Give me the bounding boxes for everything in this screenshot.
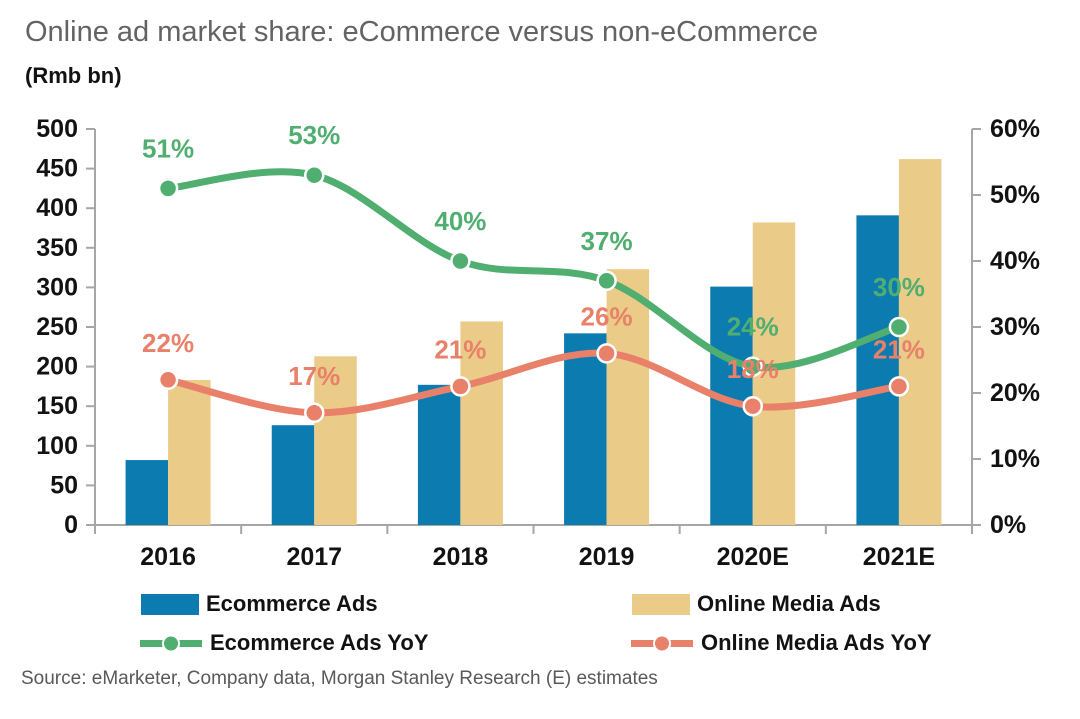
bar-ecommerce-ads-2017 xyxy=(271,425,315,525)
data-label-ecommerce-ads-yoy-2019: 37% xyxy=(581,226,633,256)
bar-ecommerce-ads-2021e xyxy=(856,215,899,525)
right-axis-tick-label: 40% xyxy=(990,247,1040,275)
left-axis-tick-label: 0 xyxy=(64,511,78,539)
x-axis-category-label: 2020E xyxy=(717,543,789,571)
marker-online-media-ads-yoy-2017 xyxy=(304,402,325,424)
left-axis-tick-label: 100 xyxy=(36,432,78,460)
data-label-online-media-ads-yoy-2017: 17% xyxy=(288,361,340,391)
marker-ecommerce-ads-yoy-2020e xyxy=(742,356,763,377)
right-axis-tick-label: 60% xyxy=(990,115,1040,143)
line-online-media-ads-yoy xyxy=(164,349,903,417)
data-label-ecommerce-ads-yoy-2021e: 30% xyxy=(873,272,925,302)
online-media-ads-swatch-icon xyxy=(632,593,690,615)
legend-label-online-media-ads-yoy: Online Media Ads YoY xyxy=(701,630,932,655)
marker-online-media-ads-yoy-2019 xyxy=(596,343,617,364)
left-axis-tick-label: 400 xyxy=(36,194,78,222)
right-axis-tick-label: 20% xyxy=(990,379,1040,407)
legend-label-online-media-ads: Online Media Ads xyxy=(697,591,881,616)
marker-online-media-ads-yoy-2021e xyxy=(888,376,910,397)
marker-ecommerce-ads-yoy-2021e xyxy=(888,316,910,338)
marker-online-media-ads-yoy-2016 xyxy=(157,369,179,391)
bar-online-media-ads-2017 xyxy=(314,356,357,525)
bar-online-media-ads-2018 xyxy=(460,321,503,525)
marker-online-media-ads-yoy-2020e xyxy=(742,395,763,417)
left-axis-tick-label: 500 xyxy=(36,115,78,143)
line-ecommerce-ads-yoy xyxy=(164,168,903,372)
right-axis-tick-label: 0% xyxy=(990,511,1026,539)
legend-item-online-media-ads-yoy: Online Media Ads YoY xyxy=(630,630,932,656)
left-axis-tick-label: 200 xyxy=(36,353,78,381)
bar-ecommerce-ads-2019 xyxy=(564,333,607,525)
left-axis-tick-label: 450 xyxy=(36,155,78,183)
marker-ecommerce-ads-yoy-2018 xyxy=(450,250,471,272)
legend-item-online-media-ads: Online Media Ads xyxy=(632,591,881,617)
x-axis-category-label: 2016 xyxy=(140,543,196,571)
left-axis-tick-label: 50 xyxy=(50,471,78,499)
ecommerce-ads-swatch-icon xyxy=(141,593,199,615)
source-note: Source: eMarketer, Company data, Morgan … xyxy=(21,668,658,689)
left-axis-tick-label: 350 xyxy=(36,234,78,262)
data-label-online-media-ads-yoy-2018: 21% xyxy=(434,334,486,364)
left-axis-tick-label: 150 xyxy=(36,392,78,420)
x-axis-category-label: 2017 xyxy=(286,543,342,571)
x-axis-category-label: 2019 xyxy=(579,543,635,571)
bar-online-media-ads-2016 xyxy=(168,380,211,525)
legend-item-ecommerce-ads: Ecommerce Ads xyxy=(141,591,378,617)
bar-ecommerce-ads-2016 xyxy=(125,460,169,525)
data-label-online-media-ads-yoy-2021e: 21% xyxy=(873,334,925,364)
legend-label-ecommerce-ads-yoy: Ecommerce Ads YoY xyxy=(210,630,429,655)
data-label-ecommerce-ads-yoy-2018: 40% xyxy=(434,206,486,236)
left-axis-tick-label: 300 xyxy=(36,273,78,301)
right-axis-tick-label: 50% xyxy=(990,181,1040,209)
data-label-online-media-ads-yoy-2016: 22% xyxy=(142,328,194,358)
data-label-online-media-ads-yoy-2020e: 18% xyxy=(727,354,779,384)
combo-bar-line-chart: 0 50 100 150 200 250 300 350 400 450 500 0% 10% 20% 30… xyxy=(36,115,1040,571)
right-axis-tick-label: 10% xyxy=(990,445,1040,473)
marker-ecommerce-ads-yoy-2019 xyxy=(596,270,617,292)
data-label-online-media-ads-yoy-2019: 26% xyxy=(581,301,633,331)
x-axis-category-label: 2018 xyxy=(433,543,489,571)
legend-label-ecommerce-ads: Ecommerce Ads xyxy=(206,591,378,616)
x-axis-category-label: 2021E xyxy=(863,543,935,571)
bar-online-media-ads-2019 xyxy=(606,269,650,525)
left-axis-units-label: (Rmb bn) xyxy=(25,63,122,88)
legend-item-ecommerce-ads-yoy: Ecommerce Ads YoY xyxy=(139,630,428,656)
online-media-ads-yoy-swatch-icon xyxy=(631,634,693,652)
bar-online-media-ads-2021e xyxy=(898,159,942,525)
marker-ecommerce-ads-yoy-2017 xyxy=(304,164,325,186)
data-label-ecommerce-ads-yoy-2020e: 24% xyxy=(727,312,779,342)
right-axis-tick-label: 30% xyxy=(990,313,1040,341)
bar-ecommerce-ads-2018 xyxy=(417,384,461,525)
ecommerce-ads-yoy-swatch-icon xyxy=(140,634,202,652)
left-axis-tick-label: 250 xyxy=(36,313,78,341)
chart-title: Online ad market share: eCommerce versus… xyxy=(25,16,818,48)
marker-online-media-ads-yoy-2018 xyxy=(450,376,471,397)
data-label-ecommerce-ads-yoy-2016: 51% xyxy=(142,133,194,163)
marker-ecommerce-ads-yoy-2016 xyxy=(157,178,179,199)
data-label-ecommerce-ads-yoy-2017: 53% xyxy=(288,120,340,150)
